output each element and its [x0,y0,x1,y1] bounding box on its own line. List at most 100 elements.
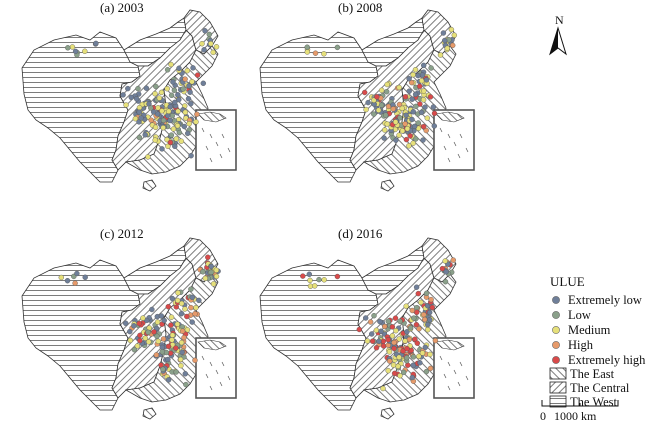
city-point [412,136,419,142]
city-point [171,87,178,94]
city-point [210,49,216,56]
city-point [385,336,391,343]
city-point [188,152,194,159]
city-point [375,107,382,113]
city-point [420,62,427,69]
basemap-2012 [21,237,237,420]
city-point [390,362,397,368]
north-label: N [555,13,564,27]
city-point [193,304,199,311]
city-point [136,134,143,141]
city-point [312,50,319,56]
city-point [190,65,196,71]
city-point [196,297,202,304]
city-points-2012 [58,254,221,388]
city-point [404,329,410,335]
legend-label: Medium [568,323,611,337]
city-point [378,102,385,108]
city-point [186,120,192,127]
city-point [158,89,165,96]
city-point [164,67,171,73]
city-point [180,86,186,92]
city-point [183,381,189,388]
city-point [184,130,191,137]
city-point [391,345,397,352]
city-point [169,337,175,343]
city-point [208,263,215,270]
city-point [427,94,434,100]
city-point [397,318,403,325]
city-point [417,360,423,366]
city-point [206,31,213,38]
city-point [134,343,141,349]
city-point [412,67,419,73]
city-point [160,124,166,131]
city-point [364,338,371,344]
city-point [334,273,341,280]
city-point [160,366,166,373]
city-point [406,75,412,82]
city-point [386,358,393,364]
city-point [184,68,191,74]
city-point [391,370,398,377]
city-point [165,377,172,383]
city-point [175,290,181,296]
legend-swatch [552,326,560,334]
city-point [213,273,220,280]
city-point [428,65,434,71]
city-point [414,340,421,346]
city-point [421,311,427,318]
city-point [202,28,208,34]
city-point [304,44,310,50]
city-point [192,357,198,364]
city-point [181,334,187,341]
city-point [152,124,159,131]
city-point [321,277,327,283]
city-point [422,344,429,351]
city-point [169,112,176,119]
legend-label: Low [568,308,591,322]
scale-start: 0 [540,409,546,423]
city-point [140,315,146,321]
city-point [165,303,172,310]
city-point [378,328,384,335]
city-point [439,265,446,272]
city-point [417,101,423,107]
legend-swatch [552,311,560,319]
city-point [137,337,143,344]
city-point [178,362,184,369]
city-point [187,89,193,95]
city-point [403,303,409,309]
city-point [188,304,194,311]
panel-title: (b) 2008 [338,0,382,15]
city-point [448,26,455,33]
city-point [184,313,190,320]
city-point [177,356,184,363]
city-point [173,345,179,351]
city-point [159,349,166,355]
city-point [423,127,429,134]
legend: ULUE Extremely lowLowMediumHighExtremely… [549,274,646,409]
city-point [413,284,420,290]
city-point [378,87,385,94]
city-point [413,304,420,311]
city-point [402,121,408,127]
city-point [423,368,430,375]
city-point [316,276,322,283]
legend-swatch [552,341,560,349]
city-point [167,117,173,124]
city-point [440,30,447,36]
city-point [138,115,144,121]
legend-region-swatch [549,367,567,380]
city-point [399,105,405,112]
city-point [412,336,418,343]
city-point [367,319,374,325]
city-point [167,139,174,146]
city-point [392,119,399,125]
city-point [127,337,134,344]
city-point [408,79,415,86]
city-point [175,108,181,115]
city-point [423,77,430,83]
